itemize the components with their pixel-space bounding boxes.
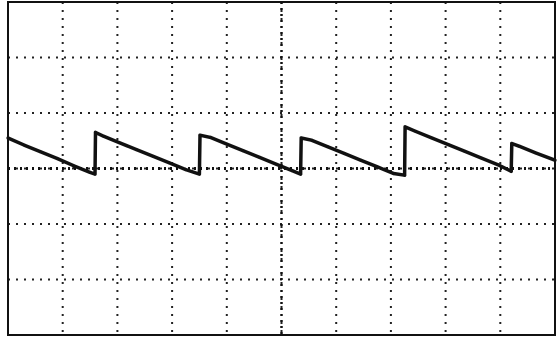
waveform-point: [359, 158, 363, 162]
waveform-point: [72, 164, 76, 168]
waveform-point: [225, 142, 229, 146]
waveform-point: [479, 156, 483, 160]
waveform-point: [446, 143, 450, 147]
waveform-point: [22, 143, 26, 147]
waveform-point: [403, 125, 407, 129]
waveform-point: [241, 149, 245, 153]
waveform-point: [413, 129, 418, 133]
waveform-point: [463, 149, 467, 153]
waveform-series: [6, 125, 557, 177]
waveform-point: [39, 150, 43, 154]
waveform-point: [509, 169, 513, 173]
waveform-point: [342, 151, 346, 156]
waveform-point: [534, 151, 538, 155]
grid-lines: [8, 2, 555, 335]
waveform-point: [430, 136, 434, 140]
waveform-point: [197, 172, 201, 176]
waveform-point: [299, 136, 303, 140]
waveform-point: [208, 135, 212, 139]
waveform-point: [375, 165, 379, 169]
waveform-point: [510, 141, 514, 146]
plot-frame: [7, 1, 556, 336]
waveform-point: [93, 172, 97, 176]
waveform-point: [274, 162, 278, 166]
waveform-point: [184, 168, 188, 172]
waveform-point: [299, 172, 303, 176]
waveform-point: [326, 145, 330, 149]
waveform-point: [151, 154, 155, 158]
waveform-point: [167, 161, 171, 165]
waveform-point: [134, 148, 139, 152]
waveform-point: [403, 173, 407, 177]
waveform-point: [517, 144, 522, 148]
waveform-point: [310, 138, 314, 142]
waveform-point: [392, 171, 396, 176]
waveform-point: [93, 130, 98, 134]
waveform-point: [118, 141, 122, 145]
waveform-point: [496, 163, 500, 167]
waveform-point: [258, 155, 262, 159]
waveform-point: [88, 170, 92, 174]
waveform-point: [198, 133, 202, 137]
waveform-point: [102, 134, 106, 138]
waveform-point: [55, 156, 59, 161]
waveform-point: [290, 169, 294, 173]
